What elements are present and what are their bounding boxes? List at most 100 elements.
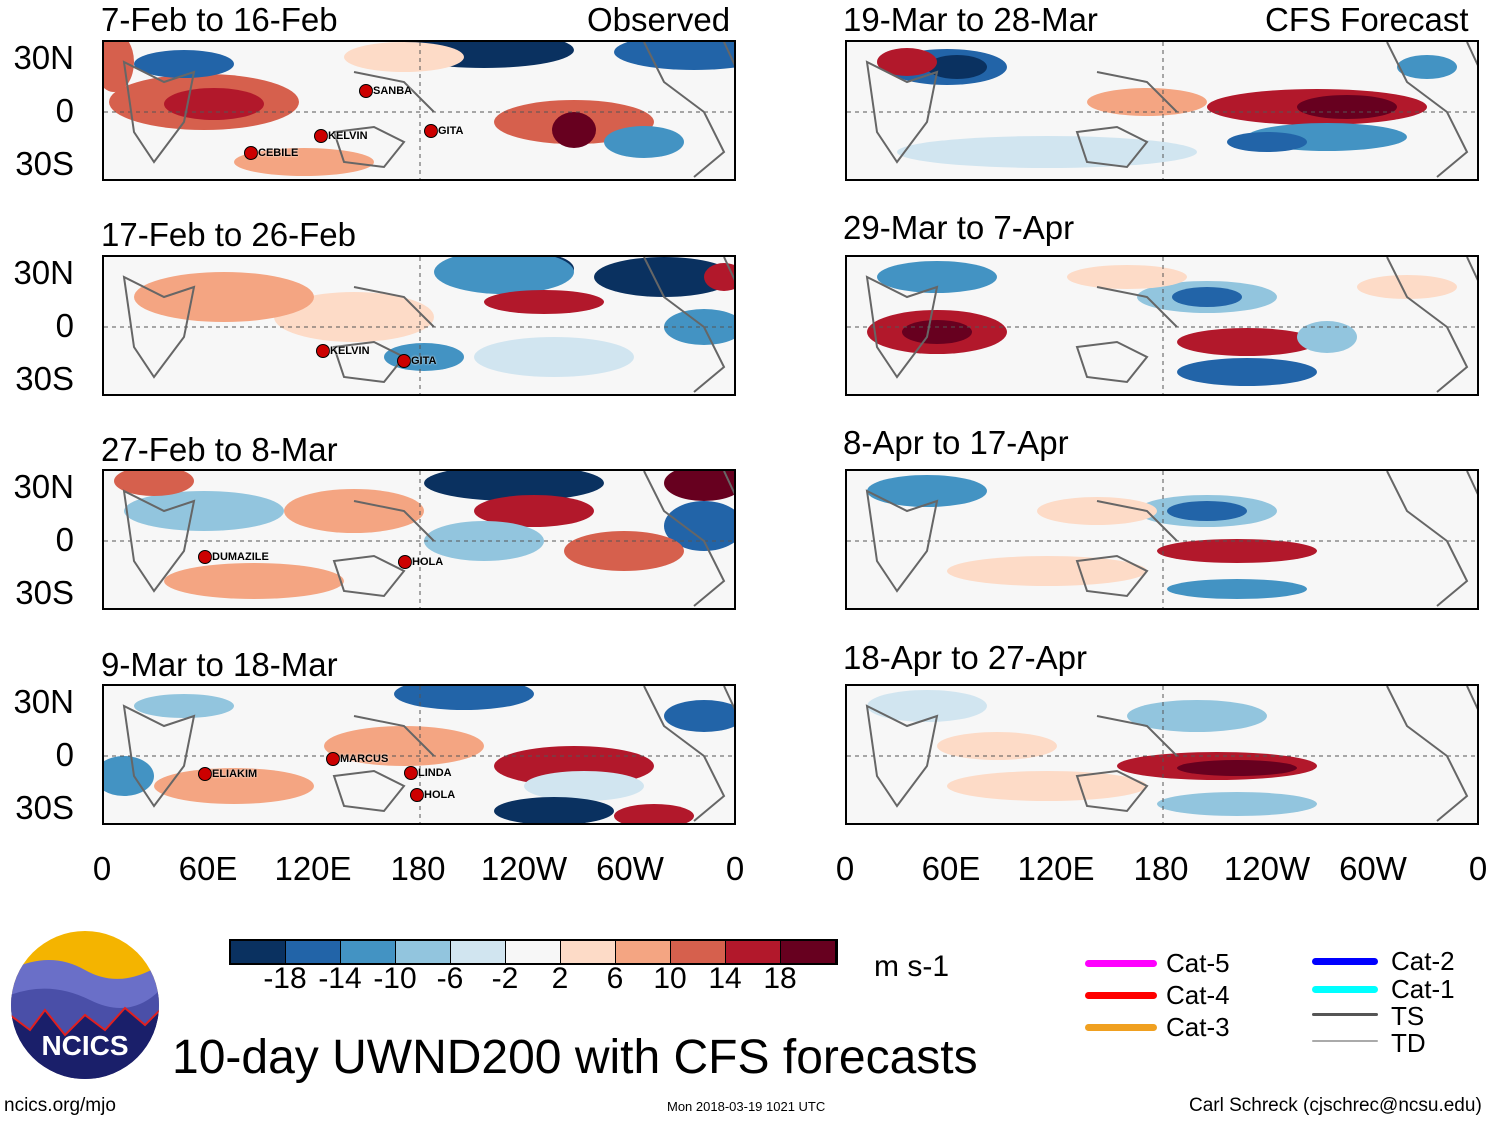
y-tick-label: 0 [55,307,74,344]
y-tick-label: 30S [15,145,74,182]
coastline [865,686,1477,822]
wind-anomaly-contour [664,700,734,732]
site-link[interactable]: ncics.org/mjo [4,1095,116,1116]
colorbar-swatch [506,941,561,963]
storm-icon [410,788,424,802]
coastline [122,471,734,607]
x-tick-label: 60W [596,850,664,887]
storm-marker: KELVIN [314,129,368,143]
wind-anomaly-contour [434,257,574,294]
wind-anomaly-contour [664,471,734,501]
y-tick-label: 0 [55,92,74,129]
wind-anomaly-contour [664,501,734,551]
storm-marker: KELVIN [316,344,370,358]
logo-text: NCICS [41,1030,128,1061]
wind-anomaly-contour [274,292,434,342]
colorbar-label: -6 [436,962,464,995]
map-panel [845,469,1479,610]
wind-anomaly-contour [947,771,1147,801]
coastline [865,471,1477,607]
wind-anomaly-contour [877,261,997,293]
wind-anomaly-contour [704,263,734,291]
panel-title: 29-Mar to 7-Apr [843,209,1075,246]
wind-anomaly-contour [104,42,134,92]
y-tick-label: 30N [13,39,74,76]
x-tick-label: 0 [725,850,745,887]
colorbar-label: 6 [606,962,624,995]
storm-marker: CEBILE [244,146,298,160]
panel-title: 27-Feb to 8-Mar [101,431,338,468]
storm-name: DUMAZILE [212,551,269,563]
map-panel: ELIAKIM MARCUS LINDA HOLA [102,684,736,825]
wind-anomaly-contour [1227,132,1307,152]
colorbar-swatch [231,941,286,963]
colorbar-label: 14 [708,962,742,995]
wind-anomaly-contour [877,48,937,76]
timestamp: Mon 2018-03-19 1021 UTC [667,1099,826,1114]
storm-icon [244,146,258,160]
storm-name: GITA [438,125,464,137]
colorbar-label: -2 [491,962,519,995]
storm-marker: GITA [397,354,436,368]
legend-line [1085,992,1157,999]
storm-marker: ELIAKIM [198,767,257,781]
storm-name: MARCUS [340,753,389,765]
storm-marker: DUMAZILE [198,550,269,564]
storm-marker: LINDA [404,766,452,780]
wind-anomaly-contour [474,495,594,527]
x-tick-label: 60E [178,850,238,887]
colorbar-swatch [286,941,341,963]
wind-anomaly-contour [897,136,1197,168]
coastline [122,42,734,178]
colorbar [229,939,838,965]
colorbar-swatch [616,941,671,963]
wind-anomaly-contour [474,337,634,377]
colorbar-swatch [451,941,506,963]
x-tick-label: 120E [274,850,352,887]
wind-anomaly-contour [484,290,604,314]
storm-marker: SANBA [359,84,412,98]
panel-title: 18-Apr to 27-Apr [843,639,1087,676]
colorbar-swatch [341,941,396,963]
wind-anomaly-contour [552,112,596,148]
storm-icon [424,124,438,138]
y-tick-label: 30N [13,468,74,505]
x-tick-label: 180 [390,850,446,887]
wind-anomaly-contour [114,471,194,496]
wind-anomaly-contour [1172,287,1242,307]
legend-line [1312,986,1378,993]
wind-anomaly-contour [614,804,694,823]
wind-anomaly-contour [164,563,344,599]
storm-marker: HOLA [398,555,443,569]
storm-name: HOLA [424,789,456,801]
colorbar-label: 18 [763,962,797,995]
x-tick-label: 180 [1133,850,1189,887]
colorbar-label: 2 [551,962,569,995]
coastline [122,686,734,822]
legend-label: TS [1391,1001,1425,1031]
wind-anomaly-contour [104,756,154,796]
forecast-label: CFS Forecast [1265,1,1469,38]
wind-anomaly-contour [284,489,424,533]
legend-line [1085,960,1157,967]
wind-anomaly-contour [1177,760,1297,776]
wind-anomaly-contour [564,531,684,571]
coastline [122,257,734,393]
wind-anomaly-contour [1397,55,1457,79]
wind-anomaly-contour [134,272,314,322]
wind-anomaly-contour [927,55,987,79]
wind-anomaly-contour [867,690,987,722]
wind-anomaly-contour [134,50,234,78]
legend-label: TD [1391,1028,1426,1058]
panel-title: 17-Feb to 26-Feb [101,216,356,253]
y-tick-label: 30S [15,574,74,611]
legend-label: Cat-4 [1166,980,1230,1010]
panel-title: 9-Mar to 18-Mar [101,646,338,683]
storm-name: ELIAKIM [212,768,258,780]
map-panel: DUMAZILE HOLA [102,469,736,610]
storm-icon [198,550,212,564]
storm-icon [404,766,418,780]
ncics-logo: NCICS [11,931,159,1079]
wind-anomaly-contour [124,491,284,531]
storm-name: KELVIN [328,130,368,142]
